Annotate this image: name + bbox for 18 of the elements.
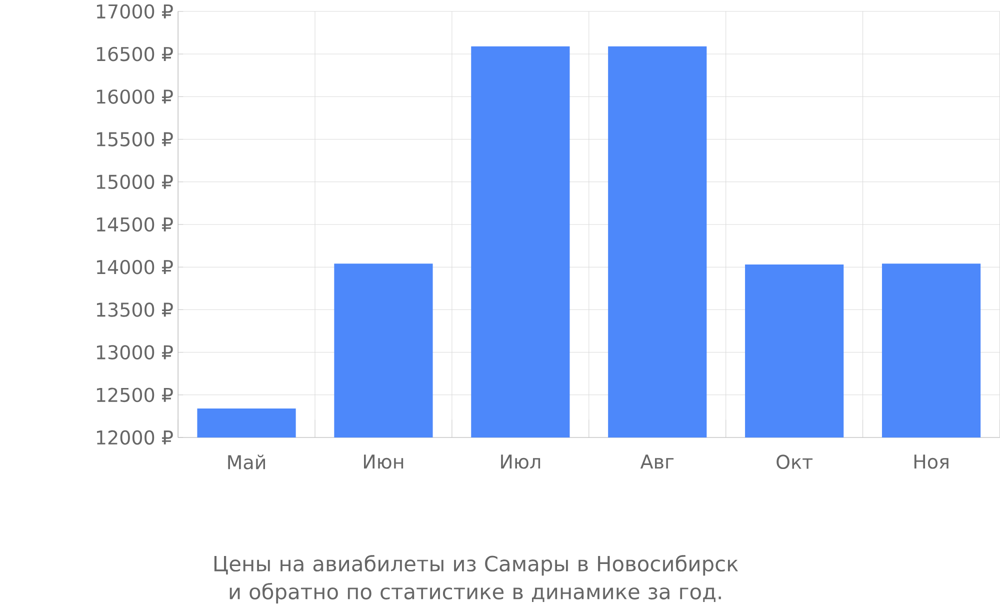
y-tick-label: 14000 ₽	[96, 260, 173, 274]
text: Цены на авиабилеты из Самары в Новосибирск и обратно по статистике в динамике за год.	[214, 554, 738, 604]
y-tick-label: 15000 ₽	[96, 174, 173, 189]
y-tick-label: 14500 ₽	[96, 217, 173, 232]
x-tick-label: Ноя	[914, 454, 948, 469]
y-tick-label: 15500 ₽	[96, 132, 173, 146]
y-tick-label: 17000 ₽	[96, 4, 173, 18]
y-tick-label: 16500 ₽	[96, 46, 173, 62]
y-tick-label: 12500 ₽	[96, 387, 173, 402]
y-tick-label: 12000 ₽	[96, 430, 173, 444]
x-tick-label: Май	[228, 454, 265, 470]
y-tick-label: 13500 ₽	[96, 302, 173, 317]
x-tick-label: Авг	[640, 454, 674, 468]
y-tick-label: 13000 ₽	[96, 344, 173, 360]
y-tick-label: 16000 ₽	[96, 89, 173, 104]
x-tick-label: Июл	[501, 454, 540, 469]
x-tick-label: Июн	[364, 454, 404, 469]
x-tick-label: Окт	[776, 454, 813, 469]
